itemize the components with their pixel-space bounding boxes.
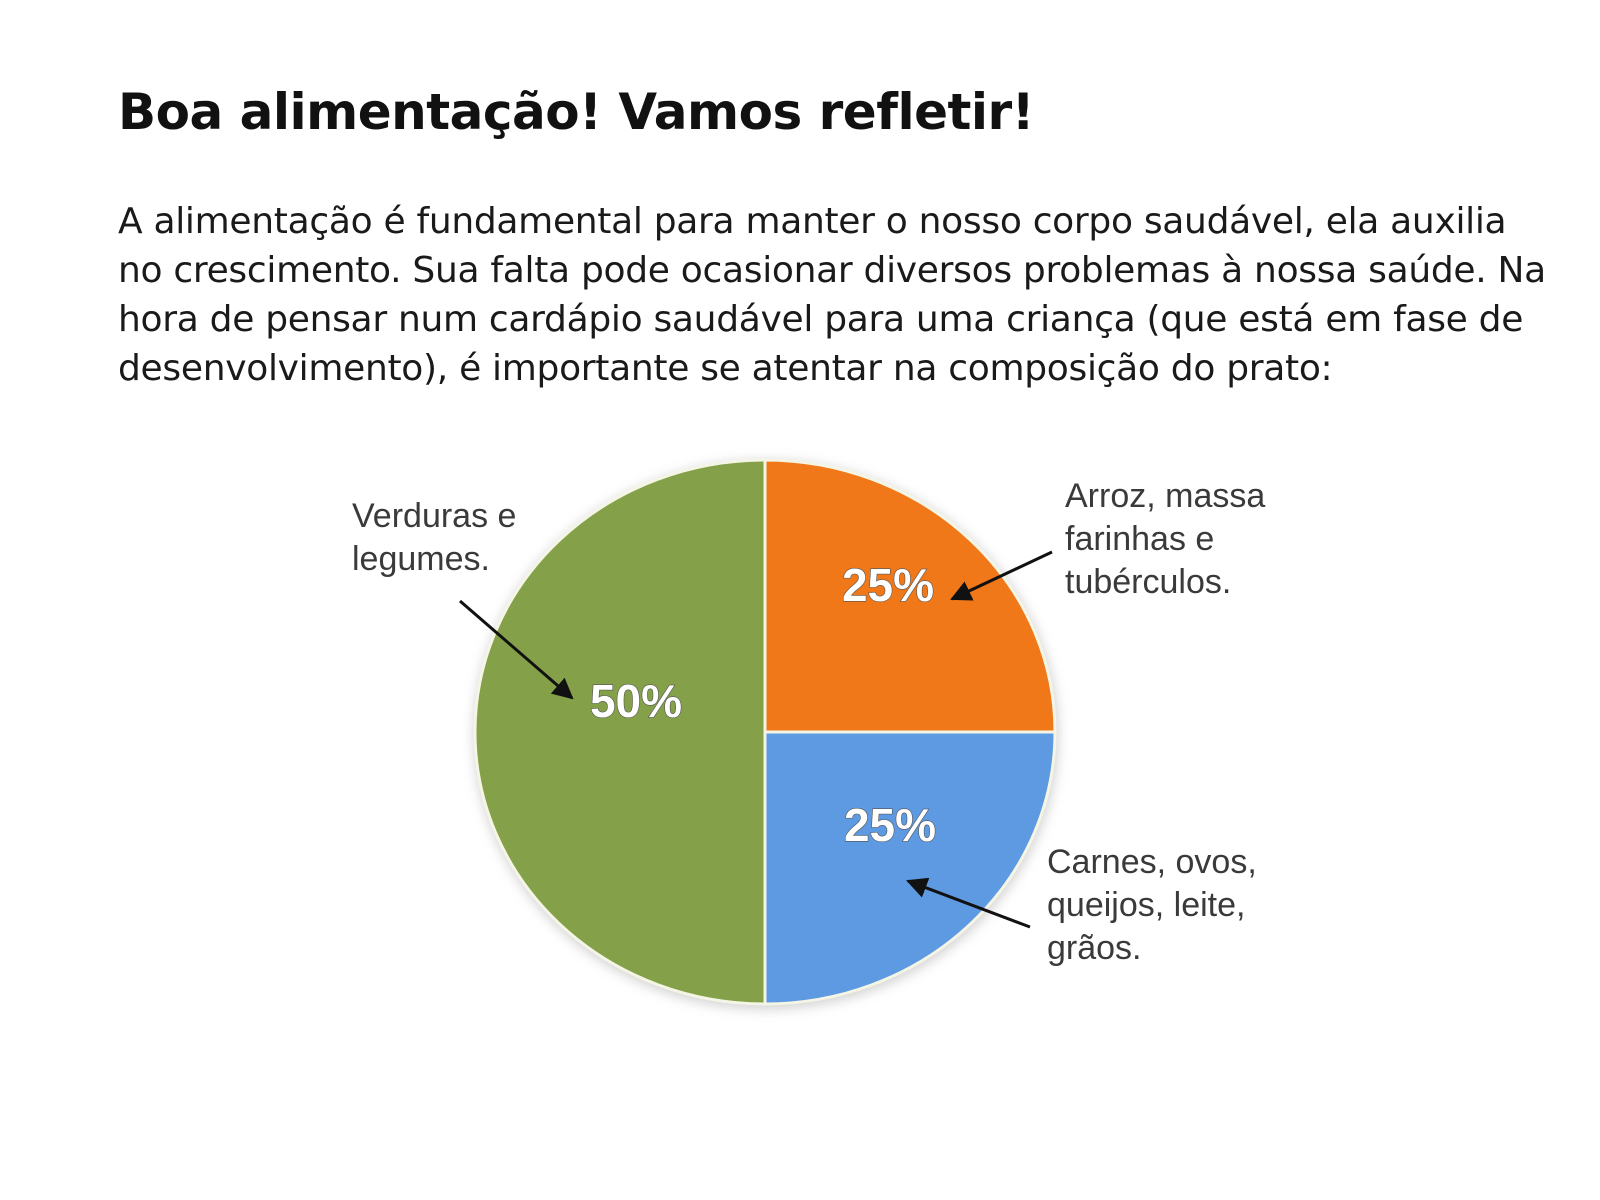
vegetables-percent-label: 50% xyxy=(590,675,682,727)
proteins-category-label: Carnes, ovos, queijos, leite, grãos. xyxy=(1047,843,1257,967)
category-label-line: Carnes, ovos, xyxy=(1047,843,1257,881)
category-label-line: legumes. xyxy=(352,540,490,578)
grains-callout-arrow xyxy=(950,550,1053,601)
category-label-line: Arroz, massa xyxy=(1065,477,1265,515)
category-label-line: tubérculos. xyxy=(1065,563,1231,601)
pie-chart-svg: 25% Arroz, massa farinhas e tubérculos. 25% C… xyxy=(352,458,1265,1009)
category-label-line: farinhas e xyxy=(1065,520,1214,558)
category-label-line: queijos, leite, xyxy=(1047,886,1245,924)
category-label-line: grãos. xyxy=(1047,929,1142,967)
proteins-callout-arrow xyxy=(906,877,1031,929)
grains-category-label: Arroz, massa farinhas e tubérculos. xyxy=(1065,477,1265,601)
vegetables-callout-arrow xyxy=(459,599,574,700)
vegetables-category-label: Verduras e legumes. xyxy=(352,497,516,578)
grains-percent-label: 25% xyxy=(842,559,934,611)
proteins-percent-label: 25% xyxy=(844,799,936,851)
proteins-slice xyxy=(763,730,1057,1006)
page-title: Boa alimentação! Vamos refletir! xyxy=(118,83,1035,141)
category-label-line: Verduras e xyxy=(352,497,516,535)
intro-paragraph: A alimentação é fundamental para manter … xyxy=(118,201,1546,389)
pie-chart: 25% Arroz, massa farinhas e tubérculos. 25% C… xyxy=(330,455,1380,1055)
grains-slice xyxy=(763,458,1057,734)
vegetables-slice xyxy=(473,458,767,1006)
